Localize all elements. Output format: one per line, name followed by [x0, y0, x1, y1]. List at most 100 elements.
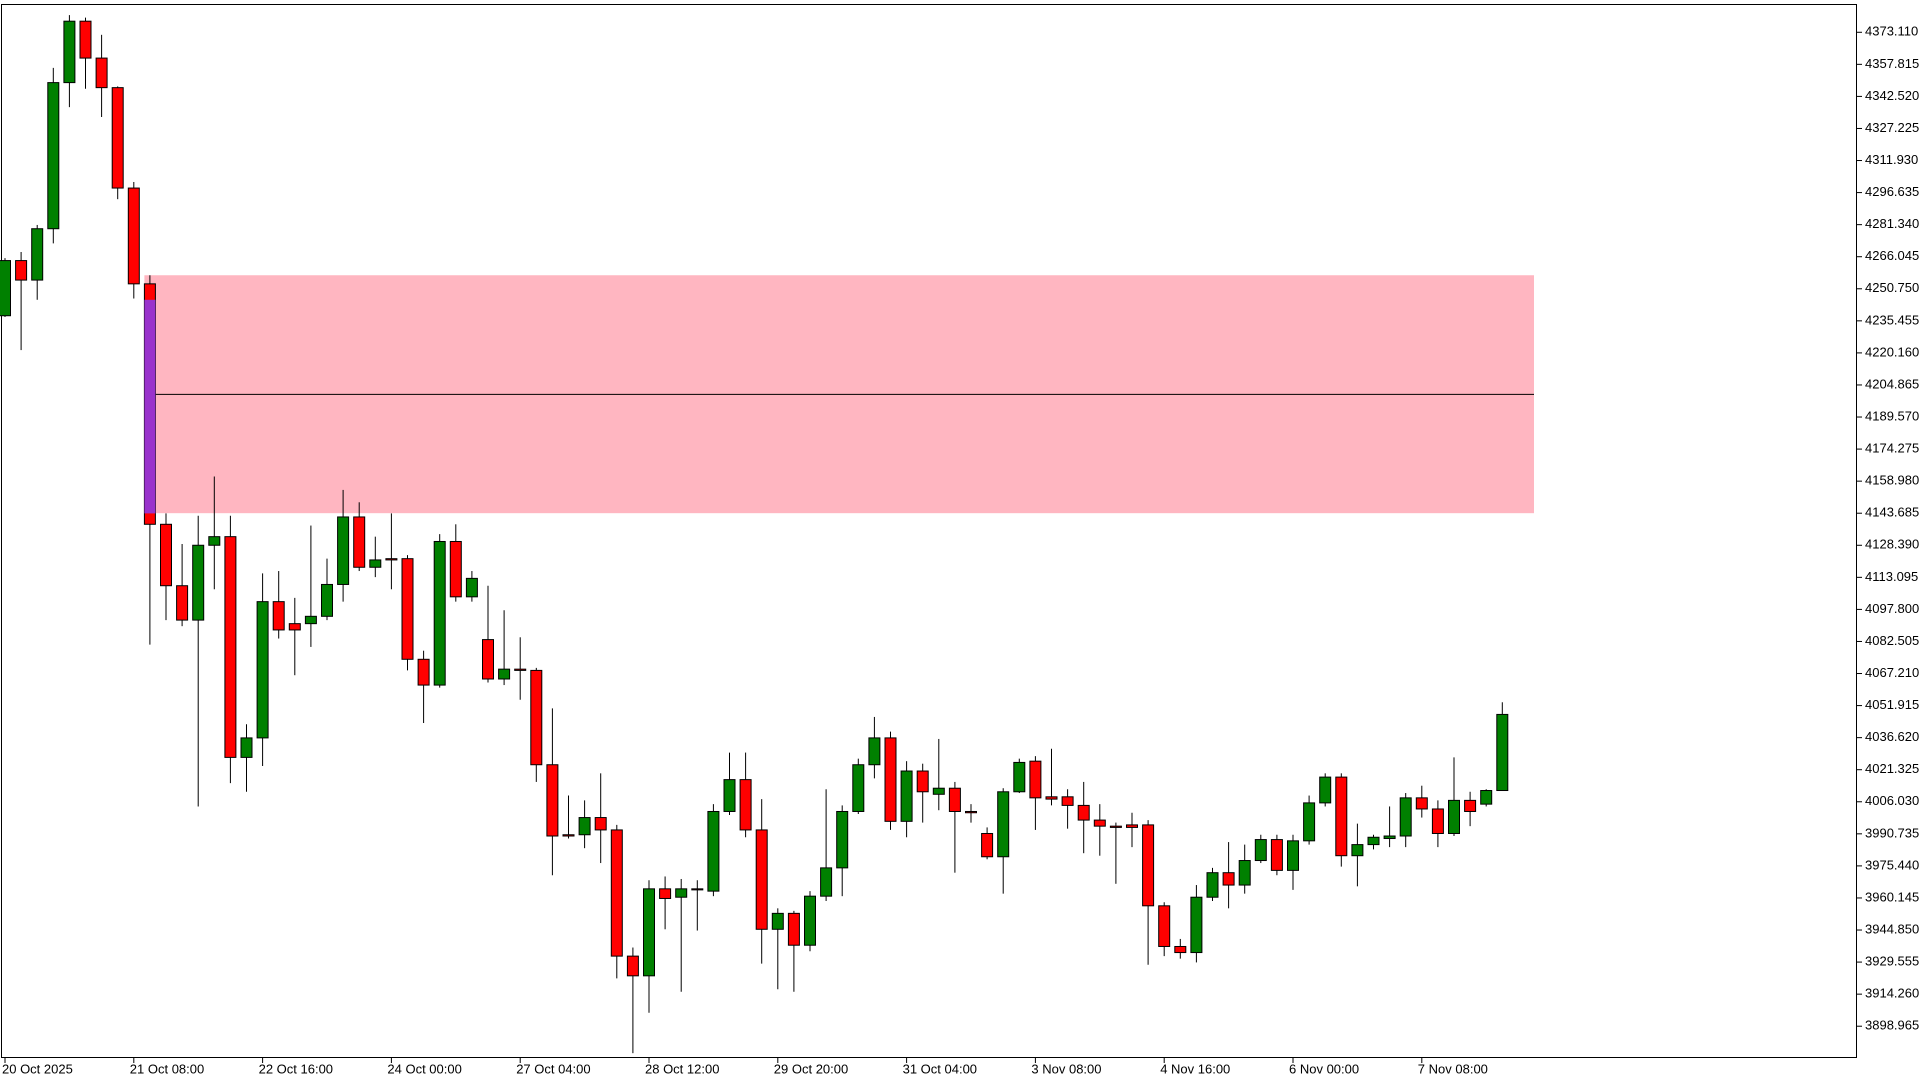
y-tick-label: 4051.915 [1865, 697, 1919, 712]
y-tick-label: 4128.390 [1865, 537, 1919, 552]
candle-body [594, 817, 607, 831]
candle-body [337, 516, 350, 585]
candle-body [208, 536, 221, 546]
candle-body [1496, 713, 1509, 792]
y-tick-label: 3960.145 [1865, 889, 1919, 904]
x-tick-label: 28 Oct 12:00 [645, 1061, 719, 1076]
candle-body [353, 516, 366, 568]
candle-body [224, 536, 237, 758]
candle-body [1045, 796, 1058, 800]
candle-body [1287, 840, 1299, 871]
candle-body [385, 558, 398, 561]
candle-body [997, 791, 1010, 858]
candle-body [0, 260, 11, 317]
y-tick-label: 4296.635 [1865, 184, 1919, 199]
y-tick-label: 4113.095 [1865, 569, 1918, 584]
candle-body [482, 639, 494, 680]
candle-body [916, 770, 929, 793]
candle-body [610, 829, 623, 957]
candle-body [546, 764, 559, 837]
candle-body [643, 888, 655, 977]
candle-body [1206, 872, 1219, 898]
candle-body [433, 540, 446, 686]
x-tick-label: 24 Oct 00:00 [387, 1061, 461, 1076]
x-tick-label: 27 Oct 04:00 [516, 1061, 590, 1076]
y-tick-label: 3929.555 [1865, 954, 1919, 969]
candle-body [691, 888, 704, 891]
candle-body [675, 888, 688, 898]
candle-body [47, 82, 60, 230]
candle-body [578, 817, 591, 836]
y-tick-label: 4250.750 [1865, 280, 1919, 295]
x-tick-label: 7 Nov 08:00 [1418, 1061, 1488, 1076]
candle-body [1093, 819, 1106, 827]
candle-body [63, 20, 76, 84]
y-tick-label: 4174.275 [1865, 441, 1919, 456]
candle-body [836, 810, 849, 869]
y-tick-label: 3975.440 [1865, 857, 1919, 872]
y-tick-label: 4327.225 [1865, 120, 1919, 135]
candle-body [1109, 825, 1122, 828]
candle-body [176, 585, 189, 621]
candle-body [659, 888, 672, 899]
candle-body [1238, 860, 1251, 886]
y-tick-label: 4006.030 [1865, 793, 1919, 808]
candle-body [820, 867, 833, 897]
candle-body [1303, 802, 1316, 842]
y-tick-label: 4220.160 [1865, 344, 1919, 359]
y-tick-label: 3914.260 [1865, 986, 1919, 1001]
candle-body [1029, 760, 1042, 799]
candle-body [1464, 799, 1477, 812]
candle-body [981, 832, 994, 858]
candle-body [852, 764, 865, 812]
x-tick-label: 4 Nov 16:00 [1160, 1061, 1230, 1076]
candle-body [771, 912, 784, 930]
candle-body [707, 810, 720, 892]
candle-body [965, 810, 977, 814]
candle-body [498, 668, 511, 680]
candle-body [514, 668, 527, 671]
x-tick-label: 29 Oct 20:00 [774, 1061, 848, 1076]
x-tick-label: 20 Oct 2025 [2, 1061, 73, 1076]
candle-body [1174, 945, 1187, 954]
candle-body [160, 523, 172, 587]
candle-body [1431, 808, 1444, 834]
candle-body [1158, 905, 1171, 947]
candle-body [304, 615, 317, 625]
candle-body [900, 770, 913, 822]
y-tick-label: 4373.110 [1865, 24, 1918, 39]
x-tick-label: 6 Nov 00:00 [1289, 1061, 1359, 1076]
candle-body [192, 544, 205, 621]
candle-body [1077, 804, 1090, 821]
candle-body [787, 912, 800, 946]
candle-body [449, 540, 462, 598]
y-tick-label: 3944.850 [1865, 921, 1919, 936]
candle-body [1367, 836, 1380, 846]
candle-body [111, 87, 124, 189]
y-tick-label: 3990.735 [1865, 825, 1919, 840]
candle-body [1190, 896, 1203, 954]
candle-body [739, 779, 752, 831]
y-tick-label: 4311.930 [1865, 152, 1918, 167]
candle-body [240, 737, 253, 758]
y-tick-label: 4281.340 [1865, 216, 1919, 231]
candle-body [15, 260, 28, 281]
candle-body [321, 583, 333, 617]
y-tick-label: 4097.800 [1865, 601, 1919, 616]
candle-body [1013, 761, 1026, 793]
candle-body [1061, 796, 1074, 806]
y-tick-label: 4082.505 [1865, 633, 1919, 648]
candle-body [1254, 839, 1267, 862]
candle-body [1383, 835, 1396, 840]
highlight-bar [144, 299, 156, 514]
candle-body [804, 895, 816, 946]
y-tick-label: 3898.965 [1865, 1018, 1919, 1033]
x-tick-label: 3 Nov 08:00 [1031, 1061, 1101, 1076]
x-tick-label: 22 Oct 16:00 [259, 1061, 333, 1076]
y-tick-label: 4357.815 [1865, 56, 1919, 71]
y-tick-label: 4036.620 [1865, 729, 1919, 744]
candle-body [401, 558, 414, 660]
candle-body [1448, 799, 1460, 834]
x-tick-label: 31 Oct 04:00 [903, 1061, 977, 1076]
